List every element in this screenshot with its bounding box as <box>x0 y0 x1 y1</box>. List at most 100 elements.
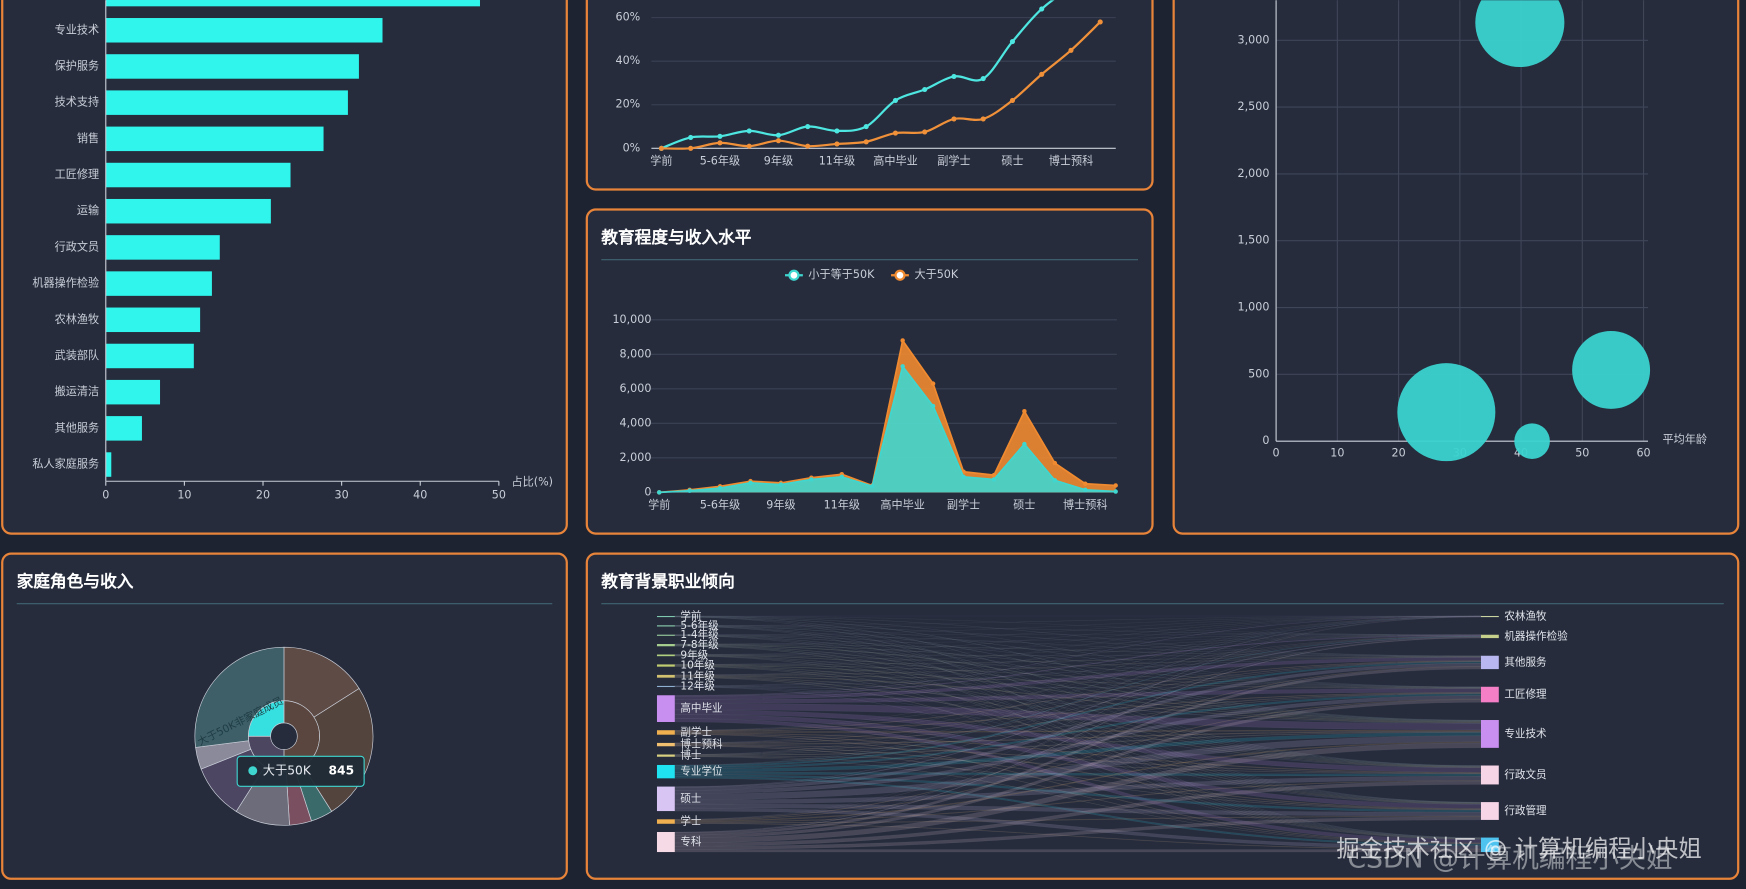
point <box>1113 483 1118 488</box>
point <box>746 143 752 149</box>
line <box>659 364 1116 494</box>
point <box>805 123 811 130</box>
x-tick-label: 11年级 <box>824 498 860 512</box>
point <box>863 123 869 130</box>
y-tick-label: 2,000 <box>1238 167 1270 180</box>
x-tick-label: 9年级 <box>764 154 793 168</box>
node-label: 副学士 <box>680 725 712 738</box>
x-tick-label: 5-6年级 <box>700 498 740 512</box>
chart-title: 家庭角色与收入 <box>17 571 134 591</box>
x-tick-label: 30 <box>335 489 349 502</box>
sankey-node <box>1480 655 1499 670</box>
y-tick-label: 500 <box>1248 367 1269 380</box>
node-label: 7-8年级 <box>680 638 719 651</box>
node-label: 专业技术 <box>1504 727 1547 740</box>
sankey-node <box>656 819 675 824</box>
x-tick-label: 副学士 <box>937 154 970 168</box>
point <box>1097 19 1103 25</box>
node-label: 机器操作检验 <box>1504 629 1568 642</box>
tooltip-name: 大于50K <box>263 763 312 777</box>
point <box>688 134 694 140</box>
sankey-node <box>656 764 675 779</box>
y-tick-label: 搬运清洁 <box>55 384 100 398</box>
bar <box>105 18 383 43</box>
point <box>805 143 811 149</box>
panel <box>585 0 1154 191</box>
point <box>834 141 840 147</box>
point <box>746 128 752 134</box>
x-tick-label: 9年级 <box>766 498 795 512</box>
bar <box>105 0 480 7</box>
watermark: 掘金技术社区 @ 计算机编程小央姐 <box>1336 834 1702 862</box>
point <box>961 474 966 480</box>
y-tick-label: 1,000 <box>1238 301 1270 314</box>
x-tick-label: 20 <box>1392 446 1406 459</box>
y-tick-label: 专业技术 <box>55 22 100 36</box>
y-tick-label: 2,000 <box>620 451 652 464</box>
chart-title: 教育背景职业倾向 <box>601 571 735 591</box>
y-tick-label: 其他服务 <box>55 421 100 434</box>
sankey-node <box>656 625 675 627</box>
x-tick-label: 博士预科 <box>1049 154 1094 168</box>
x-tick-label: 10 <box>177 489 191 502</box>
line <box>659 338 1116 494</box>
bar <box>105 198 271 224</box>
point <box>900 364 905 369</box>
point <box>922 129 928 135</box>
sankey-link <box>674 816 1482 850</box>
point <box>687 488 692 493</box>
x-tick-label: 副学士 <box>947 498 980 512</box>
point <box>951 73 957 79</box>
sankey-node <box>656 654 675 657</box>
line <box>661 0 1055 150</box>
point <box>1039 6 1045 12</box>
point <box>930 403 936 409</box>
point <box>688 145 694 151</box>
tooltip-value: 845 <box>329 763 355 777</box>
title-rules <box>16 259 1724 605</box>
point <box>1113 489 1118 494</box>
node-label: 1-4年级 <box>680 628 719 641</box>
y-tick-label: 销售 <box>77 131 99 145</box>
point <box>809 477 814 482</box>
x-tick-label: 0 <box>1273 446 1280 459</box>
y-tick-label: 10,000 <box>612 313 651 326</box>
node-label: 11年级 <box>680 669 715 682</box>
sankey-node <box>1480 686 1499 703</box>
node-label: 行政文员 <box>1504 768 1546 781</box>
x-tick-label: 50 <box>1575 446 1589 459</box>
point <box>775 132 782 138</box>
sankey-node <box>656 615 675 618</box>
point <box>778 482 784 487</box>
y-tick-label: 3,000 <box>1238 33 1270 46</box>
point <box>1068 47 1074 53</box>
y-tick-label: 技术支持 <box>55 95 100 109</box>
panel <box>585 552 1740 880</box>
point <box>870 484 875 489</box>
bar <box>105 271 212 296</box>
bar <box>105 235 220 260</box>
bar <box>105 452 112 477</box>
sankey-node <box>656 832 675 853</box>
point <box>775 138 782 144</box>
sankey-node <box>656 634 675 636</box>
bubble <box>1572 330 1651 409</box>
node-label: 专科 <box>680 835 702 848</box>
node-label: 12年级 <box>680 679 715 692</box>
bar <box>105 416 142 441</box>
point <box>863 139 869 145</box>
point <box>1022 409 1027 414</box>
y-tick-label: 6,000 <box>620 382 652 395</box>
y-tick-label: 私人家庭服务 <box>32 457 99 471</box>
point <box>1039 71 1045 77</box>
bubble <box>1475 0 1565 68</box>
y-tick-label: 0 <box>1262 434 1269 447</box>
node-label: 10年级 <box>680 659 715 672</box>
series-group <box>658 0 1103 151</box>
sankey-link <box>674 780 1482 847</box>
point <box>900 338 905 343</box>
point <box>892 97 899 103</box>
sankey-link <box>674 742 1482 844</box>
y-tick-label: 60% <box>616 11 641 24</box>
